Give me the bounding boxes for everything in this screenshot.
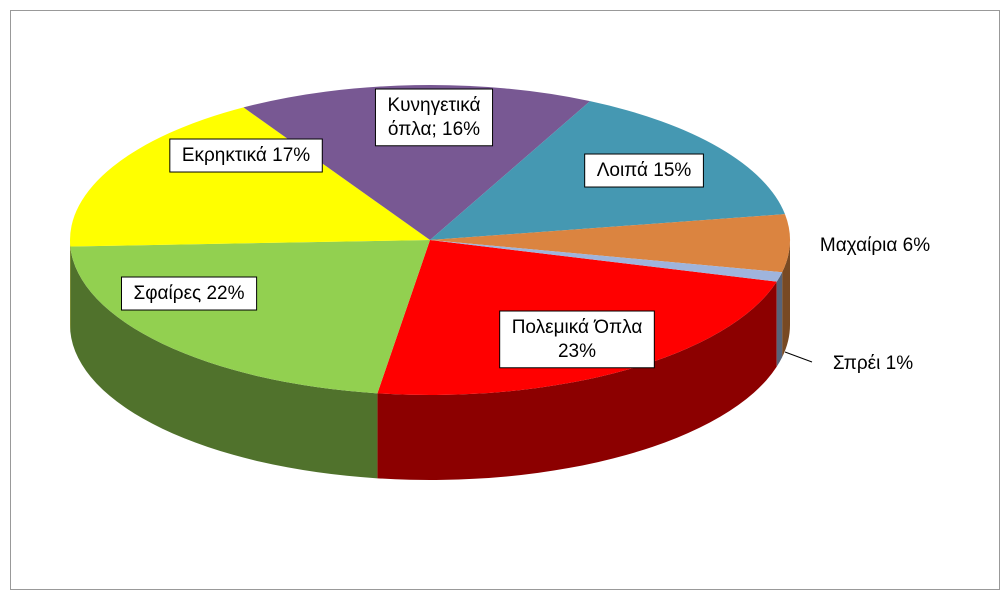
data-label: Σφαίρες 22%	[133, 283, 244, 304]
data-label-group: Σπρέι 1%	[833, 353, 913, 374]
pie-slice	[70, 107, 430, 247]
pie-slice-side	[377, 281, 777, 480]
data-label-box	[374, 88, 494, 147]
pie-slice-side	[776, 272, 783, 367]
data-label-group: Λοιπά 15%	[584, 153, 704, 188]
data-label-box	[499, 310, 655, 369]
data-label-box	[120, 276, 258, 311]
pie-slice	[430, 240, 783, 282]
pie-slice	[430, 214, 791, 273]
data-label: Μαχαίρια 6%	[820, 235, 930, 256]
data-label-box	[169, 138, 323, 173]
data-label: Λοιπά 15%	[597, 160, 692, 181]
data-label-group: Κυνηγετικά όπλα; 16%	[374, 88, 494, 147]
data-label-box	[584, 153, 704, 188]
pie-slice	[243, 84, 591, 240]
data-label-group: Εκρηκτικά 17%	[169, 138, 323, 173]
data-label: Κυνηγετικά όπλα; 16%	[387, 95, 480, 140]
leader-line	[784, 351, 813, 363]
data-label-group: Πολεμικά Όπλα 23%	[499, 310, 655, 369]
data-label: Εκρηκτικά 17%	[182, 145, 310, 166]
data-label-group: Σφαίρες 22%	[120, 276, 258, 311]
data-label-group: Μαχαίρια 6%	[820, 235, 930, 256]
pie-slice-side	[70, 246, 378, 479]
pie-slice-side	[782, 240, 790, 358]
data-label: Πολεμικά Όπλα 23%	[512, 317, 643, 362]
data-label: Σπρέι 1%	[833, 353, 913, 374]
